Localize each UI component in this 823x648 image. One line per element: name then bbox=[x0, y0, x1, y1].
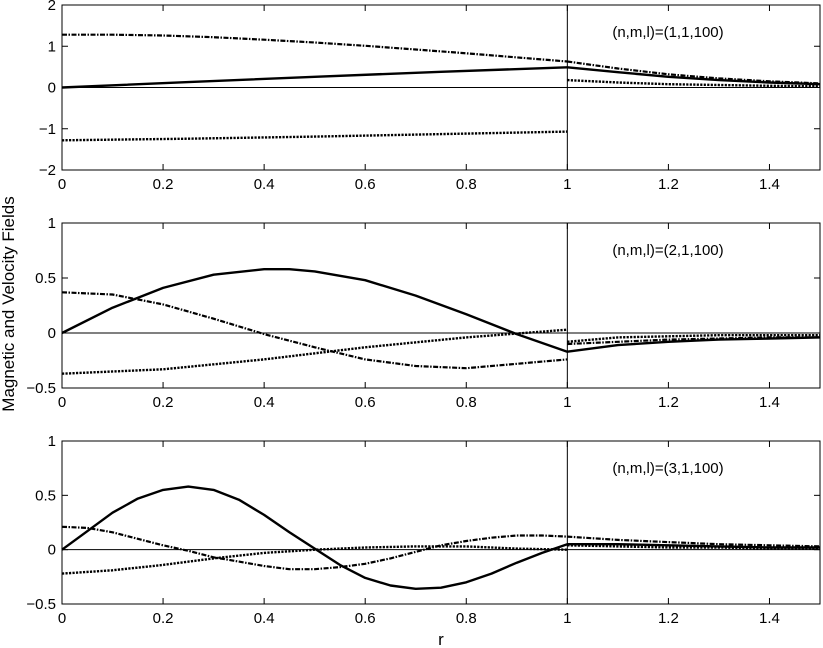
panel-annotation: (n,m,l)=(2,1,100) bbox=[612, 242, 723, 259]
series-dashdot-line bbox=[567, 535, 821, 548]
series-solid-line bbox=[567, 66, 821, 86]
y-tick-label: −1 bbox=[39, 121, 56, 138]
y-tick-label: 0 bbox=[48, 325, 56, 342]
x-tick-label: 1.4 bbox=[759, 610, 780, 627]
series-dotted-line bbox=[61, 130, 568, 142]
plot-frame bbox=[61, 4, 821, 171]
x-axis-label: r bbox=[438, 630, 444, 648]
x-tick-label: 0.8 bbox=[456, 610, 477, 627]
x-tick-label: 0.2 bbox=[153, 176, 174, 193]
x-tick-label: 0.2 bbox=[153, 394, 174, 411]
x-tick-label: 1.2 bbox=[658, 176, 679, 193]
y-tick-label: 0 bbox=[48, 80, 56, 97]
x-tick-label: 0.6 bbox=[355, 176, 376, 193]
y-tick-label: 2 bbox=[48, 0, 56, 14]
series-dotted-line bbox=[567, 334, 820, 343]
y-axis-label: Magnetic and Velocity Fields bbox=[0, 196, 18, 411]
y-tick-label: −0.5 bbox=[26, 380, 56, 397]
x-tick-label: 1 bbox=[563, 394, 571, 411]
panel-annotation: (n,m,l)=(1,1,100) bbox=[612, 24, 723, 41]
y-tick-label: 0 bbox=[48, 542, 56, 559]
x-tick-label: 0.8 bbox=[456, 176, 477, 193]
series-dotted-line bbox=[567, 78, 821, 88]
y-tick-label: 1 bbox=[48, 215, 56, 232]
series-solid-line bbox=[61, 268, 568, 353]
y-tick-label: 0.5 bbox=[35, 487, 56, 504]
x-tick-label: 0.8 bbox=[456, 394, 477, 411]
y-tick-label: −0.5 bbox=[26, 596, 56, 613]
panel-2: 0 0.2 0.4 0.6 0.8 1 1.2 1.410.50−0.5(n,m,l)=(2,… bbox=[26, 215, 821, 411]
panel-1: 0 0.2 0.4 0.6 0.8 1 1.2 1.4 2 1 0 −1 −2 (n,m,l)=(1,1,… bbox=[39, 0, 821, 193]
x-tick-label: 0.6 bbox=[355, 394, 376, 411]
series-dotted-line bbox=[61, 328, 568, 375]
x-tick-label: 0.4 bbox=[254, 176, 275, 193]
x-tick-label: 0.6 bbox=[355, 610, 376, 627]
series-solid-line bbox=[61, 66, 568, 89]
x-tick-label: 0.4 bbox=[254, 394, 275, 411]
panels: 0 0.2 0.4 0.6 0.8 1 1.2 1.4 2 1 0 −1 −2 (n,m,l)=(1,1,… bbox=[26, 0, 821, 627]
panel-annotation: (n,m,l)=(3,1,100) bbox=[612, 460, 723, 477]
y-tick-label: −2 bbox=[39, 162, 56, 179]
x-tick-label: 0 bbox=[58, 394, 66, 411]
series-dotted-line bbox=[61, 545, 568, 575]
plot-frame bbox=[61, 222, 821, 389]
y-tick-label: 0.5 bbox=[35, 270, 56, 287]
x-tick-label: 1.2 bbox=[658, 610, 679, 627]
y-tick-label: 1 bbox=[48, 433, 56, 450]
x-tick-label: 0 bbox=[58, 176, 66, 193]
x-tick-label: 1 bbox=[563, 176, 571, 193]
plot-frame bbox=[61, 440, 821, 605]
x-tick-label: 1 bbox=[563, 610, 571, 627]
x-tick-label: 1.4 bbox=[759, 176, 780, 193]
series-dashdot-line bbox=[567, 336, 820, 346]
series-dashdot-line bbox=[61, 525, 568, 571]
panel-3: 0 0.2 0.4 0.6 0.8 1 1.2 1.410.50−0.5(n,m,l)=(3,… bbox=[26, 433, 821, 627]
y-tick-label: 1 bbox=[48, 38, 56, 55]
x-tick-label: 1.4 bbox=[759, 394, 780, 411]
series-dashdot-line bbox=[61, 291, 568, 370]
x-tick-label: 0.4 bbox=[254, 610, 275, 627]
series-dotted-line bbox=[567, 544, 820, 550]
x-tick-label: 0 bbox=[58, 610, 66, 627]
x-tick-label: 0.2 bbox=[153, 610, 174, 627]
series-dashdot-line bbox=[62, 33, 568, 63]
x-tick-label: 1.2 bbox=[658, 394, 679, 411]
series-dashdot-line bbox=[567, 60, 821, 85]
